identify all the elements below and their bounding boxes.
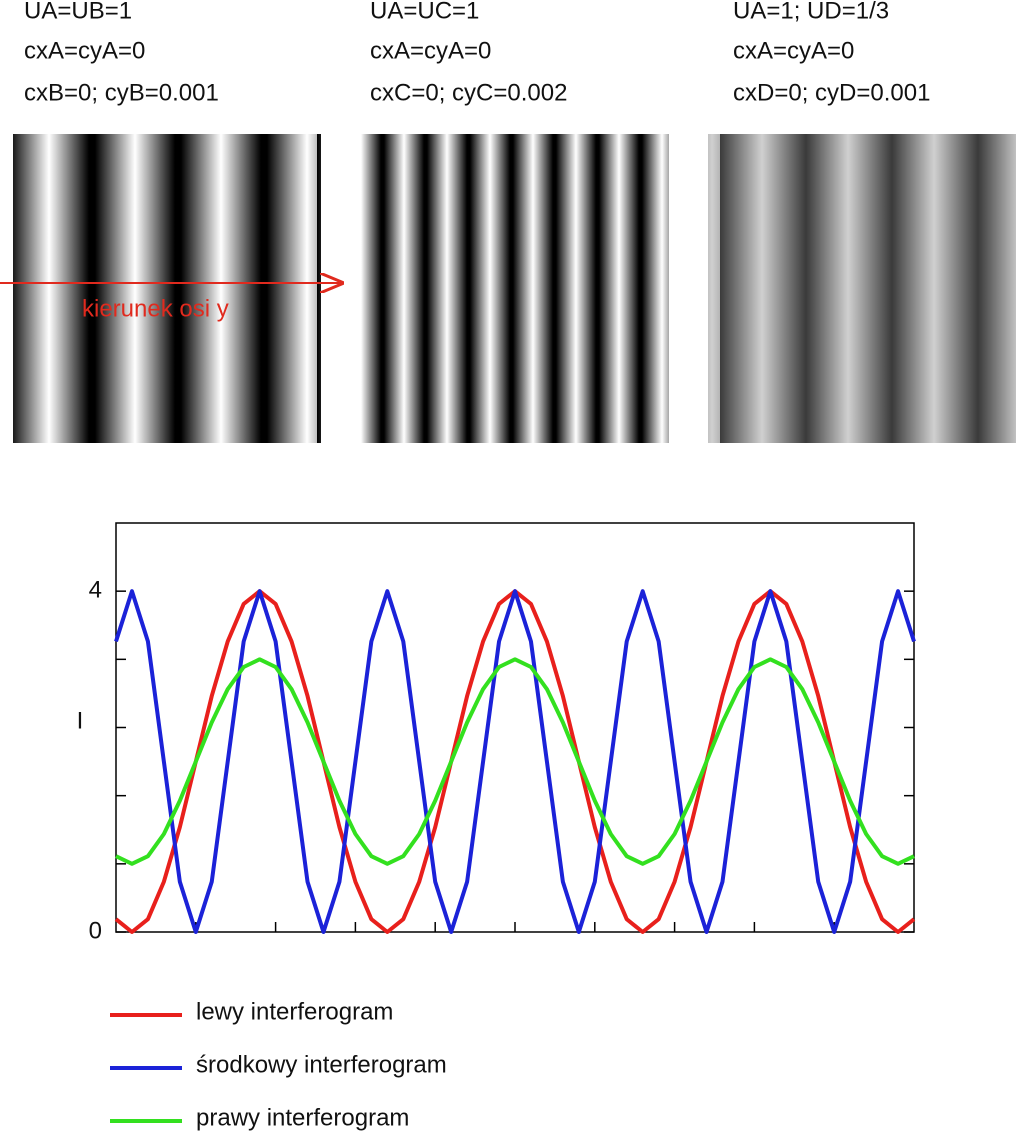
panel-label: UA=UC=1 [370,0,479,24]
y-axis-label: I [77,707,84,734]
fringe-image [361,134,669,443]
panel-label: UA=1; UD=1/3 [733,0,889,24]
plot-frame [115,522,915,933]
legend-label: prawy interferogram [196,1104,409,1131]
series-line [114,589,916,934]
panel-label: UA=UB=1 [24,0,132,24]
panel-label: cxA=cyA=0 [370,37,491,64]
panel-label: cxD=0; cyD=0.001 [733,79,930,106]
panel-label: cxC=0; cyC=0.002 [370,79,567,106]
series-line [115,657,915,866]
legend-label: środkowy interferogram [196,1051,447,1078]
y-tick-label: 4 [89,577,102,604]
legend-label: lewy interferogram [196,998,393,1025]
y-tick-label: 0 [89,917,102,944]
panel-label: cxA=cyA=0 [24,37,145,64]
series-line [114,589,916,934]
panel-label: cxB=0; cyB=0.001 [24,79,219,106]
fringe-image [708,134,1016,443]
annotation: kierunek osi y [82,295,229,322]
fringe-image [13,134,321,443]
panel-label: cxA=cyA=0 [733,37,854,64]
